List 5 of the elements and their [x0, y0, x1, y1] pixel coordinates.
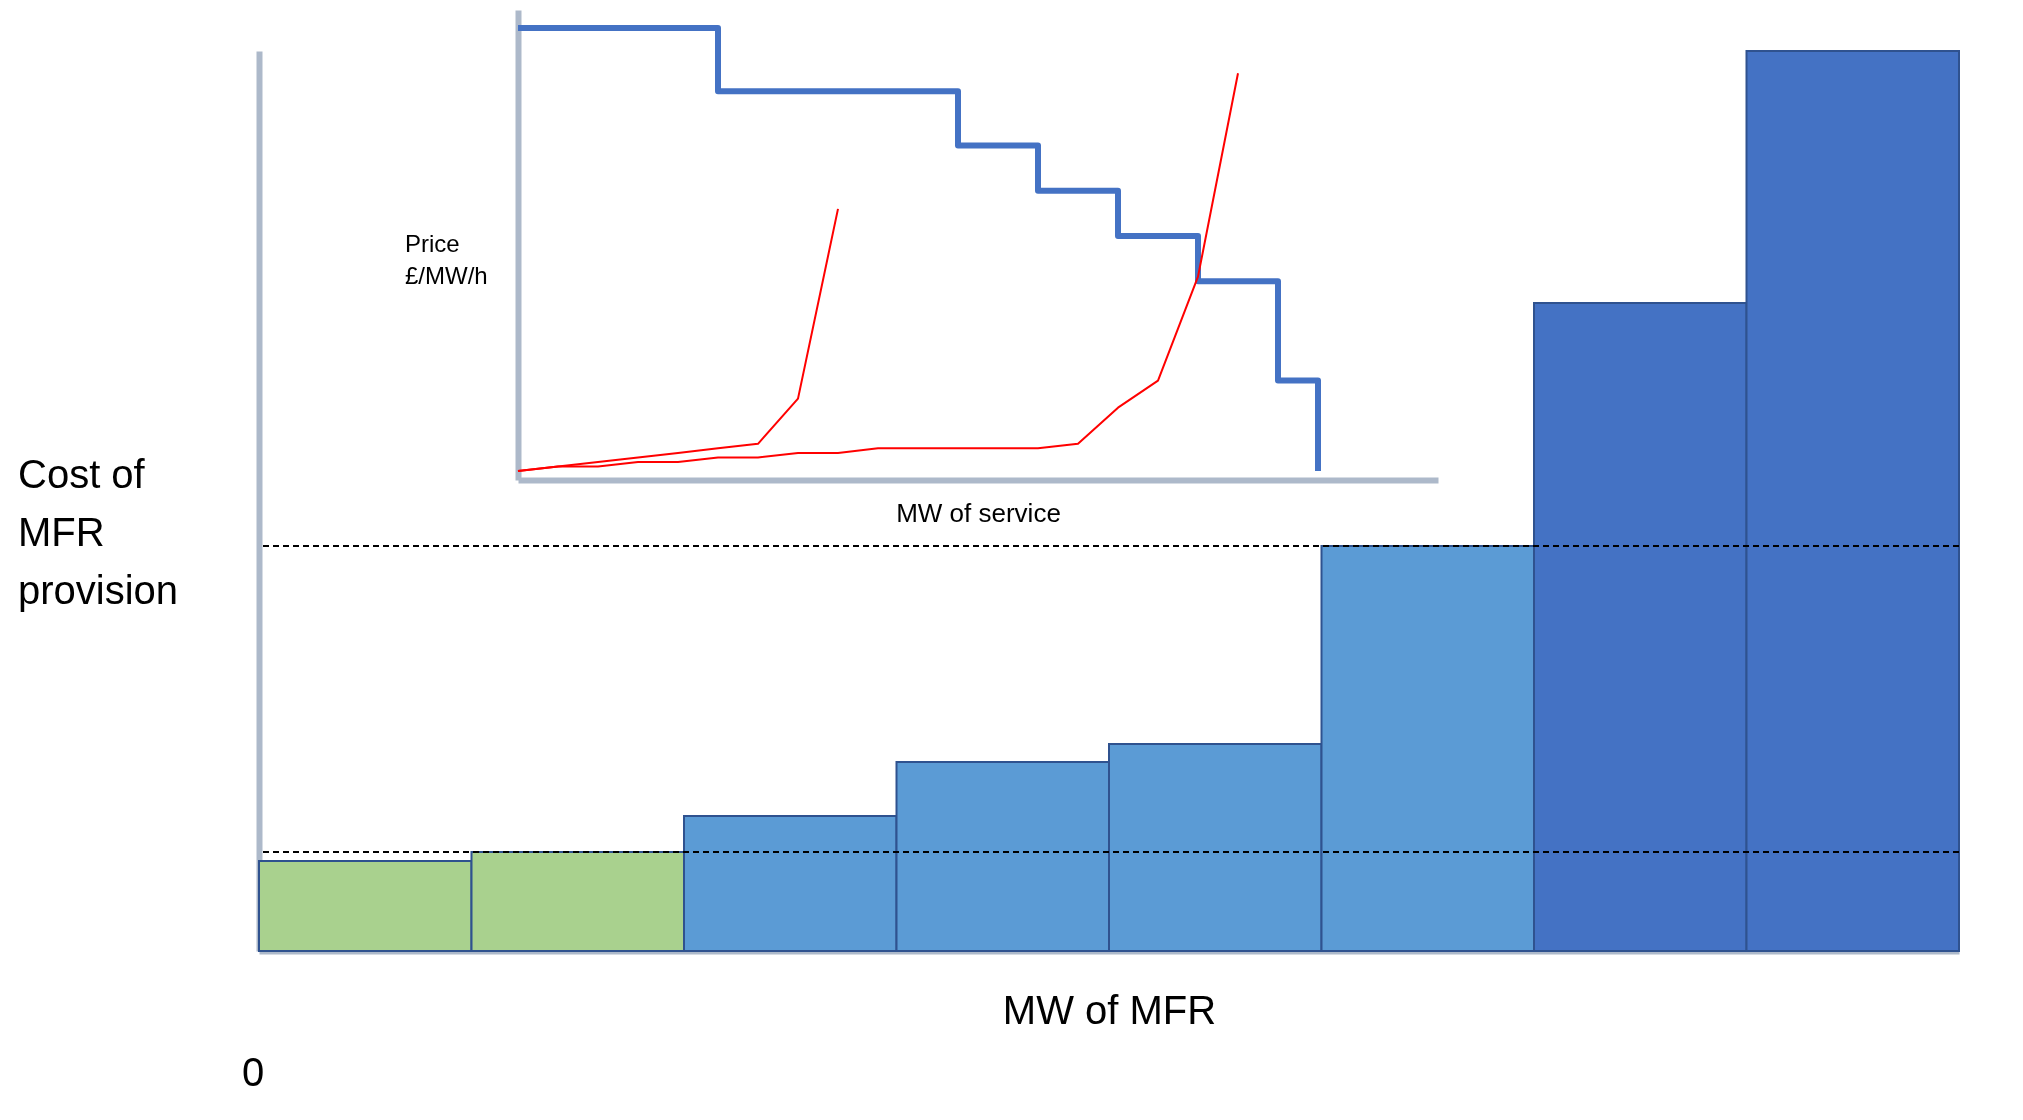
x-axis-title: MW of service — [896, 497, 1061, 528]
text: 0 — [242, 1050, 265, 1095]
y-axis-title: Price £/MW/h — [405, 229, 489, 291]
x-axis-title: MW of MFR — [1002, 987, 1217, 1032]
y-axis-title: Cost of MFR provision — [18, 451, 180, 614]
